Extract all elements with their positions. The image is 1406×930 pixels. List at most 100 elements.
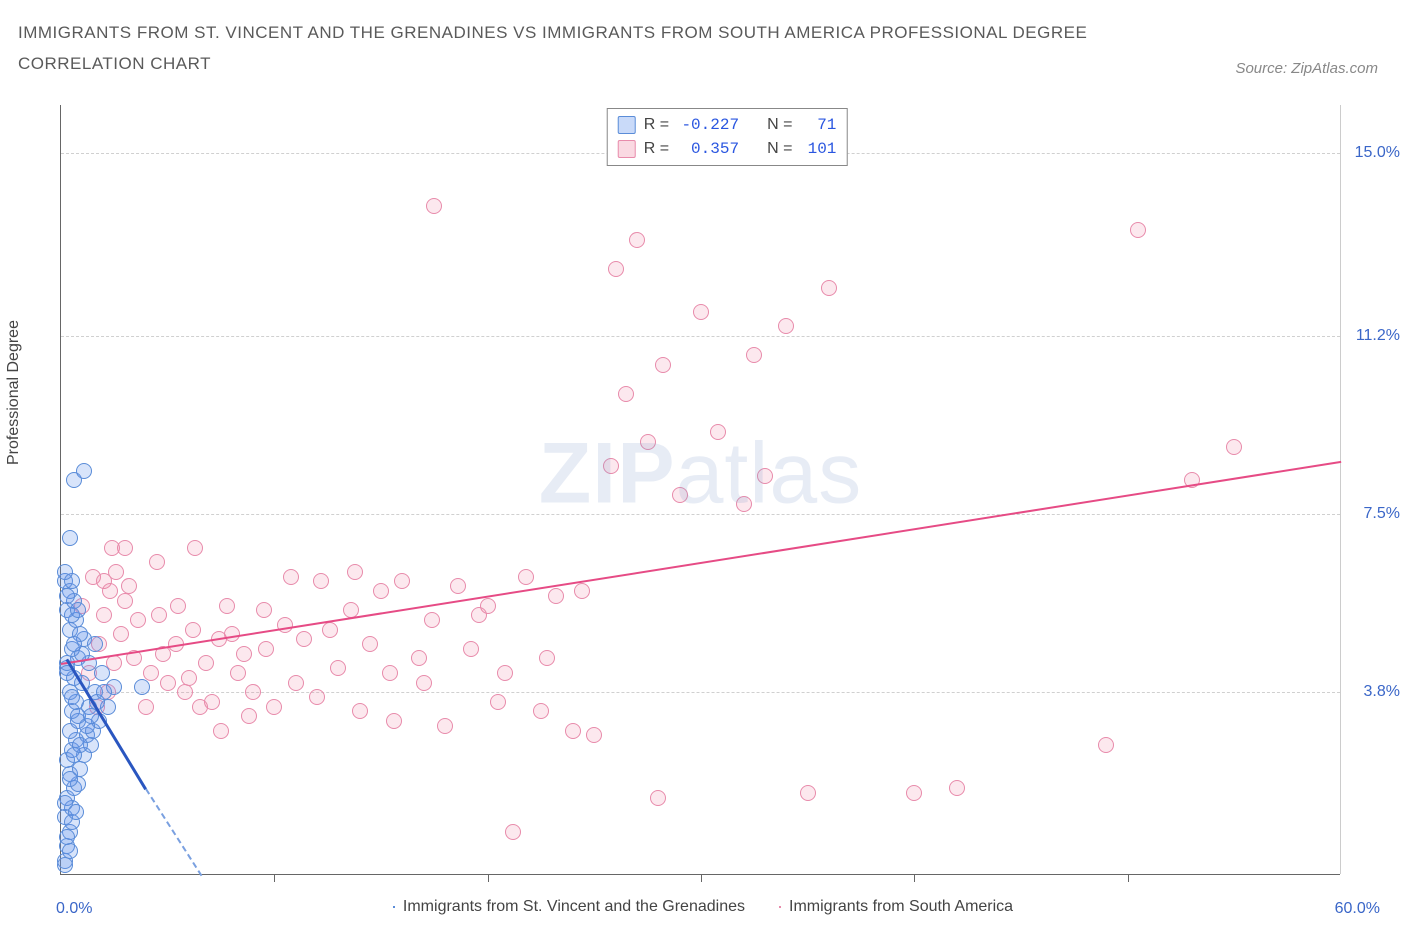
data-point-b	[778, 318, 794, 334]
data-point-b	[640, 434, 656, 450]
data-point-b	[236, 646, 252, 662]
data-point-b	[113, 626, 129, 642]
data-point-b	[586, 727, 602, 743]
data-point-b	[518, 569, 534, 585]
data-point-b	[313, 573, 329, 589]
data-point-b	[505, 824, 521, 840]
legend-label-a: Immigrants from St. Vincent and the Gren…	[403, 898, 745, 916]
data-point-b	[143, 665, 159, 681]
stat-b-n-label: N =	[767, 137, 792, 161]
data-point-b	[130, 612, 146, 628]
data-point-b	[710, 424, 726, 440]
data-point-b	[373, 583, 389, 599]
data-point-b	[187, 540, 203, 556]
data-point-b	[160, 675, 176, 691]
data-point-b	[437, 718, 453, 734]
data-point-b	[185, 622, 201, 638]
data-point-b	[757, 468, 773, 484]
y-tick-label: 3.8%	[1348, 683, 1400, 701]
data-point-b	[296, 631, 312, 647]
watermark: ZIPatlas	[539, 425, 862, 524]
data-point-b	[426, 198, 442, 214]
trend-line-a-dashed	[145, 789, 202, 877]
data-point-b	[108, 564, 124, 580]
data-point-b	[170, 598, 186, 614]
data-point-b	[1130, 222, 1146, 238]
trend-line-b	[61, 461, 1341, 665]
x-tick	[1128, 874, 1129, 882]
data-point-b	[245, 684, 261, 700]
y-tick-label: 11.2%	[1348, 327, 1400, 345]
data-point-b	[352, 703, 368, 719]
data-point-a	[62, 771, 78, 787]
data-point-b	[121, 578, 137, 594]
data-point-b	[603, 458, 619, 474]
legend-item-b: Immigrants from South America	[779, 898, 1013, 916]
data-point-b	[117, 593, 133, 609]
data-point-a	[96, 684, 112, 700]
data-point-b	[151, 607, 167, 623]
data-point-b	[102, 583, 118, 599]
y-tick-label: 15.0%	[1348, 144, 1400, 162]
stat-a-r-value: -0.227	[677, 113, 739, 137]
data-point-b	[450, 578, 466, 594]
data-point-b	[213, 723, 229, 739]
x-tick	[701, 874, 702, 882]
data-point-b	[539, 650, 555, 666]
data-point-b	[394, 573, 410, 589]
data-point-a	[64, 689, 80, 705]
data-point-b	[230, 665, 246, 681]
x-tick	[914, 874, 915, 882]
bottom-legend: Immigrants from St. Vincent and the Gren…	[0, 898, 1406, 916]
data-point-b	[241, 708, 257, 724]
data-point-b	[258, 641, 274, 657]
data-point-b	[149, 554, 165, 570]
data-point-b	[1226, 439, 1242, 455]
data-point-b	[104, 540, 120, 556]
data-point-b	[386, 713, 402, 729]
legend-item-a: Immigrants from St. Vincent and the Gren…	[393, 898, 745, 916]
stat-b-n-value: 101	[800, 137, 836, 161]
stats-legend-box: R = -0.227 N = 71 R = 0.357 N = 101	[607, 108, 848, 166]
data-point-b	[906, 785, 922, 801]
data-point-b	[650, 790, 666, 806]
title-line-1: IMMIGRANTS FROM ST. VINCENT AND THE GREN…	[18, 18, 1388, 49]
x-tick	[274, 874, 275, 882]
chart-title: IMMIGRANTS FROM ST. VINCENT AND THE GREN…	[18, 18, 1388, 79]
data-point-b	[629, 232, 645, 248]
data-point-b	[181, 670, 197, 686]
data-point-b	[288, 675, 304, 691]
data-point-b	[330, 660, 346, 676]
gridline-h	[61, 514, 1340, 515]
data-point-b	[800, 785, 816, 801]
data-point-b	[322, 622, 338, 638]
data-point-a	[72, 737, 88, 753]
data-point-b	[283, 569, 299, 585]
data-point-a	[57, 857, 73, 873]
data-point-b	[416, 675, 432, 691]
stat-b-r-label: R =	[644, 137, 669, 161]
data-point-b	[266, 699, 282, 715]
swatch-blue-icon	[618, 116, 636, 134]
data-point-b	[490, 694, 506, 710]
plot-right-border	[1340, 105, 1341, 874]
data-point-b	[655, 357, 671, 373]
data-point-b	[693, 304, 709, 320]
data-point-b	[746, 347, 762, 363]
source-label: Source: ZipAtlas.com	[1235, 60, 1378, 77]
stats-row-a: R = -0.227 N = 71	[618, 113, 837, 137]
data-point-b	[574, 583, 590, 599]
data-point-a	[62, 530, 78, 546]
data-point-b	[219, 598, 235, 614]
data-point-b	[608, 261, 624, 277]
data-point-b	[463, 641, 479, 657]
stat-a-r-label: R =	[644, 113, 669, 137]
data-point-b	[138, 699, 154, 715]
stats-row-b: R = 0.357 N = 101	[618, 137, 837, 161]
legend-swatch-blue-icon	[393, 906, 395, 908]
data-point-b	[198, 655, 214, 671]
data-point-b	[736, 496, 752, 512]
data-point-a	[70, 602, 86, 618]
data-point-a	[76, 463, 92, 479]
data-point-a	[66, 636, 82, 652]
